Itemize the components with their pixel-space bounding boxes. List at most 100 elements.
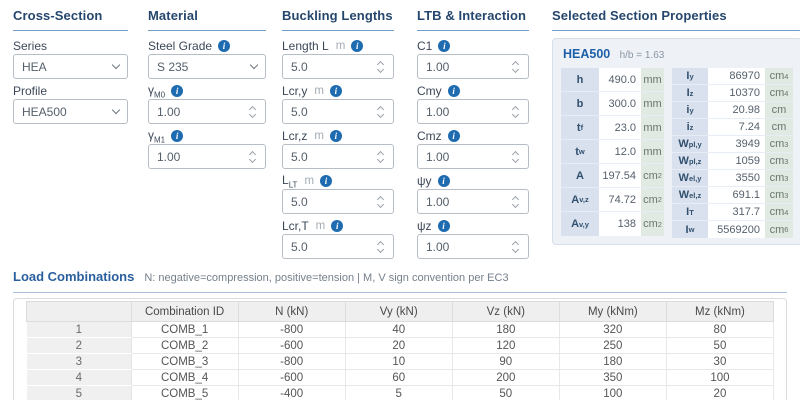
field-value: 1.00 (157, 104, 181, 119)
property-row: h 490.0 mm (561, 68, 664, 92)
field-profile: Profile HEA500 (13, 83, 128, 124)
section-title-cross-section: Cross-Section (13, 8, 128, 31)
spinner-down-icon[interactable] (376, 110, 385, 118)
input-cmy[interactable]: 1.00 (417, 99, 529, 124)
section-title-selected-properties: Selected Section Properties (552, 8, 800, 31)
number-stepper[interactable] (511, 105, 520, 119)
info-icon[interactable]: i (171, 130, 184, 142)
field-label-text: LLT (282, 172, 298, 190)
property-value: 317.7 (708, 204, 765, 221)
field-label-l-lt: LLT m i (282, 173, 394, 189)
field-value: 1.00 (426, 104, 450, 119)
section-title-material: Material (148, 8, 266, 31)
field-c1: C1 i 1.00 (417, 38, 529, 79)
field-gamma-m0: γM0 i 1.00 (148, 83, 266, 124)
row-number-cell: 2 (26, 337, 132, 354)
number-stepper[interactable] (248, 150, 257, 164)
selected-section-name: HEA500 (563, 47, 611, 61)
property-row: i y 20.98 cm (672, 102, 793, 119)
field-unit-label: m (335, 40, 346, 52)
field-unit-label: m (314, 130, 324, 142)
info-icon[interactable]: i (329, 130, 342, 142)
spinner-down-icon[interactable] (511, 200, 520, 208)
property-value: 5569200 (708, 221, 765, 238)
input-psi-z[interactable]: 1.00 (417, 234, 529, 259)
spinner-down-icon[interactable] (376, 200, 385, 208)
field-label-text: Steel Grade (148, 39, 213, 53)
number-stepper[interactable] (248, 105, 257, 119)
field-value: 1.00 (157, 149, 181, 164)
info-icon[interactable]: i (320, 175, 333, 187)
spinner-down-icon[interactable] (376, 65, 385, 73)
column-header: N (kN) (237, 301, 346, 322)
number-stepper[interactable] (511, 195, 520, 209)
field-value: 1.00 (426, 59, 450, 74)
info-icon[interactable]: i (437, 220, 450, 232)
property-value: 20.98 (708, 102, 765, 119)
info-icon[interactable]: i (437, 175, 450, 187)
info-icon[interactable]: i (331, 220, 344, 232)
select-profile[interactable]: HEA500 (13, 99, 128, 124)
spinner-down-icon[interactable] (376, 245, 385, 253)
number-stepper[interactable] (511, 150, 520, 164)
field-psi-z: ψz i 1.00 (417, 218, 529, 259)
field-label-lcr-t: Lcr,T m i (282, 218, 394, 234)
spinner-down-icon[interactable] (248, 110, 257, 118)
field-value: 1.00 (426, 239, 450, 254)
number-stepper[interactable] (376, 105, 385, 119)
load-value-cell: -800 (237, 353, 346, 370)
spinner-down-icon[interactable] (511, 245, 520, 253)
select-steel-grade[interactable]: S 235 (148, 54, 266, 79)
property-row: A 197.54 cm 2 (561, 164, 664, 188)
number-stepper[interactable] (376, 150, 385, 164)
info-icon[interactable]: i (329, 85, 342, 97)
field-unit-label: m (314, 85, 324, 97)
load-combinations-header: Load Combinations N: negative=compressio… (13, 269, 787, 293)
input-gamma-m0[interactable]: 1.00 (148, 99, 266, 124)
field-label-text: γM1 (148, 127, 166, 145)
property-value: 74.72 (599, 188, 641, 212)
spinner-down-icon[interactable] (376, 155, 385, 163)
number-stepper[interactable] (376, 240, 385, 254)
spinner-down-icon[interactable] (511, 65, 520, 73)
property-unit: cm 4 (765, 68, 793, 85)
load-value-cell: 30 (665, 353, 775, 370)
spinner-down-icon[interactable] (248, 155, 257, 163)
info-icon[interactable]: i (171, 85, 184, 97)
number-stepper[interactable] (376, 60, 385, 74)
info-icon[interactable]: i (438, 40, 451, 52)
input-lcr-y[interactable]: 5.0 (282, 99, 394, 124)
input-length-l[interactable]: 5.0 (282, 54, 394, 79)
row-number-cell: 4 (26, 369, 132, 386)
number-stepper[interactable] (511, 60, 520, 74)
load-value-cell: -400 (237, 385, 346, 400)
input-lcr-z[interactable]: 5.0 (282, 144, 394, 169)
field-label-cmz: Cmz i (417, 128, 529, 144)
input-lcr-t[interactable]: 5.0 (282, 234, 394, 259)
select-series[interactable]: HEA (13, 54, 128, 79)
spinner-down-icon[interactable] (511, 110, 520, 118)
load-value-cell: 10 (344, 353, 453, 370)
input-l-lt[interactable]: 5.0 (282, 189, 394, 214)
info-icon[interactable]: i (351, 40, 364, 52)
input-c1[interactable]: 1.00 (417, 54, 529, 79)
geometry-properties-table: h 490.0 mm b 300.0 mm t f 23.0 mm t w 12.0 mm A 197.54 c… (561, 68, 664, 238)
input-psi-y[interactable]: 1.00 (417, 189, 529, 214)
field-value: HEA500 (22, 104, 67, 119)
info-icon[interactable]: i (447, 130, 460, 142)
number-stepper[interactable] (376, 195, 385, 209)
property-value: 12.0 (599, 140, 641, 164)
load-combinations-card: Combination ID N (kN) Vy (kN) Vz (kN) My (kN… (13, 298, 787, 400)
info-icon[interactable]: i (447, 85, 460, 97)
number-stepper[interactable] (511, 240, 520, 254)
column-header: Vz (kN) (451, 301, 560, 322)
spinner-down-icon[interactable] (511, 155, 520, 163)
input-cmz[interactable]: 1.00 (417, 144, 529, 169)
table-row: 4 COMB_4 -600 60 200 350 100 (26, 369, 775, 386)
input-gamma-m1[interactable]: 1.00 (148, 144, 266, 169)
info-icon[interactable]: i (218, 40, 231, 52)
field-label-profile: Profile (13, 83, 128, 99)
load-value-cell: 50 (451, 385, 560, 400)
